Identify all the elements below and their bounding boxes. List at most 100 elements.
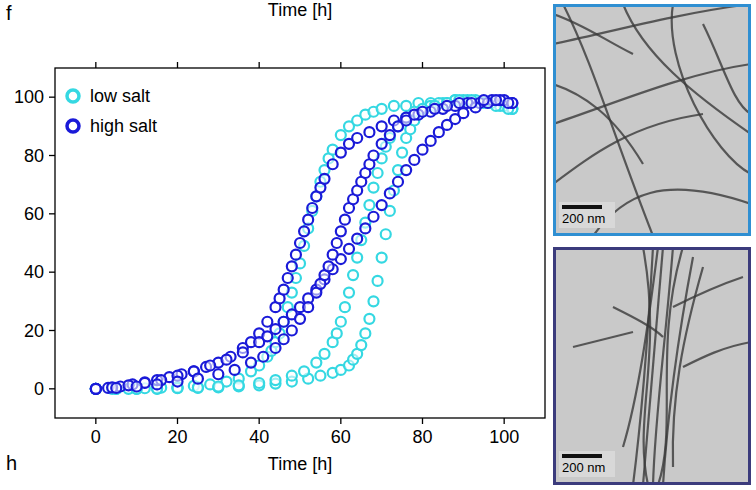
y-tick-label: 80 xyxy=(24,146,44,166)
y-tick xyxy=(49,155,55,156)
data-point xyxy=(295,314,305,324)
data-point xyxy=(356,340,366,350)
data-point xyxy=(295,238,305,248)
fibril xyxy=(672,4,751,174)
micrograph: 200 nm xyxy=(553,4,751,236)
data-point xyxy=(91,384,101,394)
scale-label: 200 nm xyxy=(562,211,605,226)
data-point xyxy=(258,352,268,362)
data-point xyxy=(193,374,203,384)
data-point xyxy=(377,139,387,149)
data-point xyxy=(409,155,419,165)
data-point xyxy=(426,136,436,146)
data-point xyxy=(91,384,101,394)
data-point xyxy=(111,384,121,394)
data-point xyxy=(91,384,101,394)
scale-patch xyxy=(559,451,615,477)
data-point xyxy=(287,371,297,381)
scale-bar xyxy=(562,205,602,209)
data-point xyxy=(458,108,468,118)
data-point xyxy=(311,358,321,368)
scale-bar xyxy=(562,454,602,458)
x-tick xyxy=(422,418,423,424)
legend: low salthigh salt xyxy=(67,86,157,136)
x-axis-title: Time [h] xyxy=(268,454,332,474)
data-point xyxy=(152,379,162,389)
data-point xyxy=(299,226,309,236)
data-point xyxy=(324,261,334,271)
next-panel-label: h xyxy=(6,452,17,474)
data-point xyxy=(332,328,342,338)
data-point xyxy=(467,98,477,108)
x-tick-top xyxy=(422,62,423,68)
fibril xyxy=(553,84,643,164)
data-point xyxy=(381,229,391,239)
legend-marker xyxy=(67,90,79,102)
data-point xyxy=(303,302,313,312)
data-point xyxy=(373,168,383,178)
fibril xyxy=(613,307,663,337)
data-point xyxy=(340,302,350,312)
data-point xyxy=(173,377,183,387)
data-point xyxy=(332,238,342,248)
x-tick xyxy=(259,418,260,424)
data-point xyxy=(418,107,428,117)
fibril xyxy=(573,332,633,347)
micrograph-frame xyxy=(555,6,750,235)
data-point xyxy=(503,98,513,108)
data-point xyxy=(344,244,354,254)
data-point xyxy=(320,174,330,184)
data-point xyxy=(418,107,428,117)
micrograph: 200 nm xyxy=(553,247,751,485)
fibril xyxy=(643,247,650,485)
legend-marker xyxy=(67,120,79,132)
data-point xyxy=(315,371,325,381)
data-point xyxy=(364,314,374,324)
y-tick-label: 20 xyxy=(24,321,44,341)
x-tick xyxy=(340,418,341,424)
data-point xyxy=(287,261,297,271)
x-tick-label: 60 xyxy=(331,427,351,447)
data-point xyxy=(205,361,215,371)
data-point xyxy=(320,349,330,359)
legend-label: high salt xyxy=(90,116,157,136)
data-point xyxy=(132,382,142,392)
micrograph-ground xyxy=(553,247,751,485)
fibril xyxy=(653,247,673,485)
data-point xyxy=(291,250,301,260)
y-tick-label: 100 xyxy=(14,87,44,107)
data-point xyxy=(364,200,374,210)
data-point xyxy=(254,378,264,388)
x-tick-label: 40 xyxy=(249,427,269,447)
data-point xyxy=(352,133,362,143)
data-point xyxy=(454,98,464,108)
data-point xyxy=(91,384,101,394)
x-tick-label: 100 xyxy=(489,427,519,447)
data-point xyxy=(271,375,281,385)
fibril xyxy=(683,342,751,367)
data-point xyxy=(328,250,338,260)
data-point xyxy=(213,369,223,379)
data-point xyxy=(369,296,379,306)
x-tick xyxy=(95,418,96,424)
data-point xyxy=(213,382,223,392)
data-point xyxy=(91,384,101,394)
data-point xyxy=(373,276,383,286)
data-point xyxy=(360,223,370,233)
y-tick xyxy=(49,213,55,214)
data-point xyxy=(336,226,346,236)
x-tick xyxy=(177,418,178,424)
data-point xyxy=(234,380,244,390)
data-point xyxy=(377,121,387,131)
data-point xyxy=(336,130,346,140)
data-point xyxy=(385,188,395,198)
data-point xyxy=(352,234,362,244)
fibril xyxy=(673,277,743,307)
y-tick-label: 0 xyxy=(34,379,44,399)
data-point xyxy=(385,130,395,140)
data-point xyxy=(303,215,313,225)
data-point xyxy=(336,317,346,327)
data-point xyxy=(279,334,289,344)
y-tick-label: 40 xyxy=(24,262,44,282)
data-point xyxy=(377,253,387,263)
